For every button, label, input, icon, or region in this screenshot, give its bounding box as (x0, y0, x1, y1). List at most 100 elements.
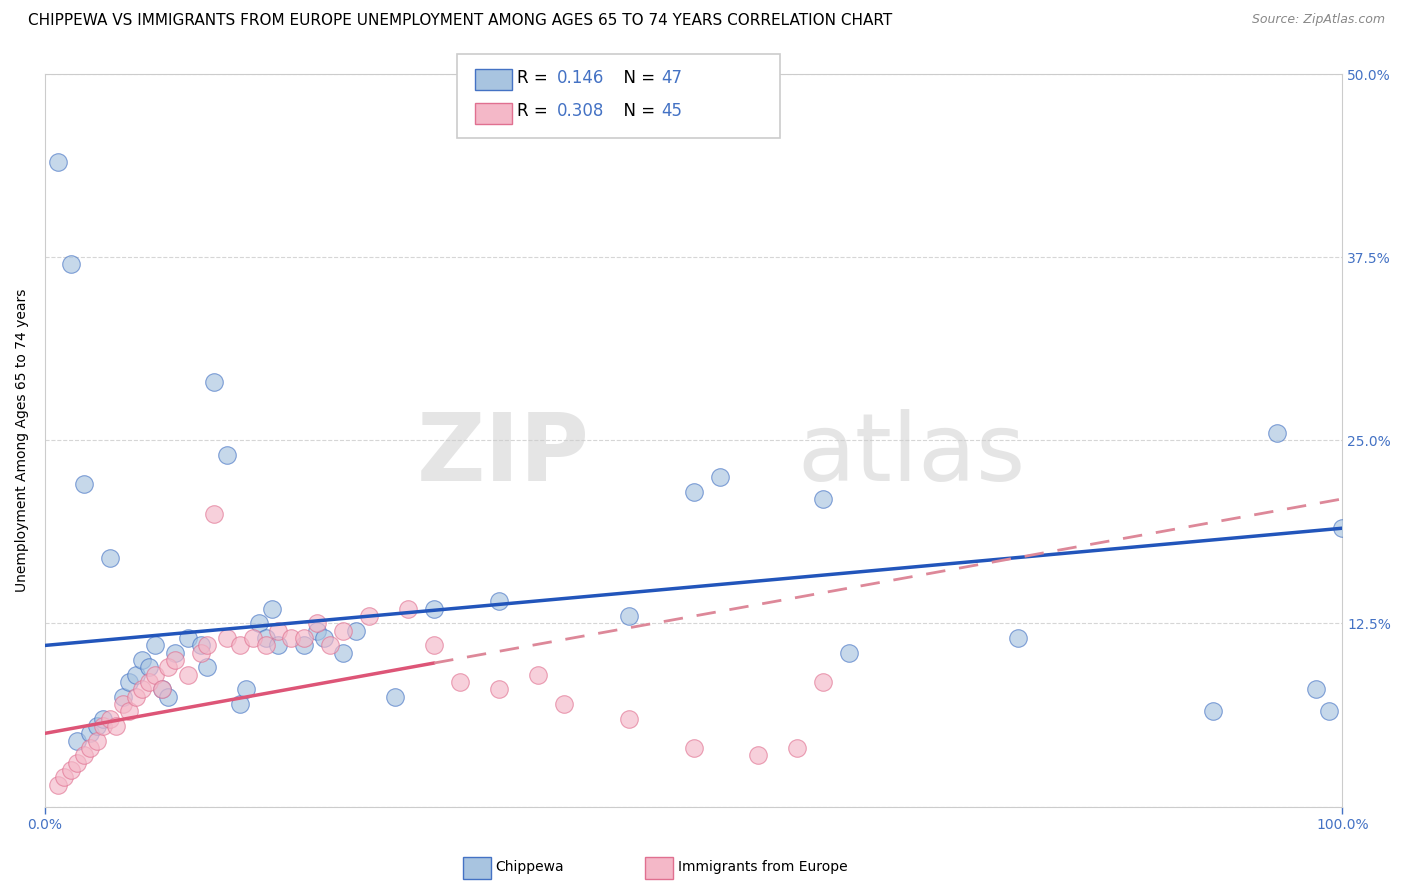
Point (176, 667, 198, 681)
Point (59, 258, 82, 272)
Text: 47: 47 (661, 69, 682, 87)
Point (163, 653, 186, 667)
Point (294, 639, 316, 653)
Point (66, 756, 89, 770)
Point (396, 602, 419, 616)
Point (786, 741, 808, 756)
Text: Chippewa: Chippewa (495, 860, 564, 874)
Point (553, 697, 575, 711)
Point (242, 631, 264, 645)
Point (228, 697, 250, 711)
Point (813, 675, 835, 690)
Point (125, 667, 148, 681)
Point (423, 602, 446, 616)
Point (747, 748, 769, 763)
Text: Immigrants from Europe: Immigrants from Europe (678, 860, 848, 874)
Point (682, 741, 704, 756)
Point (1305, 682, 1327, 697)
Text: 45: 45 (661, 103, 682, 120)
Point (527, 667, 550, 681)
Point (1267, 425, 1289, 440)
Text: atlas: atlas (797, 409, 1025, 501)
Point (344, 624, 367, 638)
Point (215, 448, 238, 462)
Point (93, 712, 115, 726)
Point (838, 646, 860, 660)
Point (46, 155, 69, 169)
Point (1331, 521, 1354, 535)
Point (488, 594, 510, 608)
Text: R =: R = (517, 103, 554, 120)
Point (138, 675, 160, 690)
Y-axis label: Unemployment Among Ages 65 to 74 years: Unemployment Among Ages 65 to 74 years (15, 289, 30, 592)
Point (143, 667, 166, 681)
Point (280, 631, 302, 645)
Point (125, 690, 148, 704)
Point (190, 639, 212, 653)
Point (228, 639, 250, 653)
Point (202, 507, 225, 521)
Point (86, 719, 108, 733)
Point (46, 778, 69, 792)
Point (267, 624, 290, 638)
Point (190, 646, 212, 660)
Point (79, 726, 101, 740)
Point (813, 491, 835, 506)
Point (384, 690, 406, 704)
Text: Source: ZipAtlas.com: Source: ZipAtlas.com (1251, 13, 1385, 27)
Point (294, 631, 316, 645)
Point (176, 631, 198, 645)
Point (118, 675, 141, 690)
Point (423, 639, 446, 653)
Point (215, 631, 238, 645)
Point (131, 682, 153, 697)
Point (150, 682, 173, 697)
Point (59, 763, 82, 777)
Point (53, 770, 76, 784)
Point (138, 660, 160, 674)
Point (195, 660, 218, 674)
Point (449, 675, 471, 690)
Point (254, 639, 277, 653)
Point (617, 609, 640, 624)
Text: N =: N = (613, 69, 661, 87)
Text: CHIPPEWA VS IMMIGRANTS FROM EUROPE UNEMPLOYMENT AMONG AGES 65 TO 74 YEARS CORREL: CHIPPEWA VS IMMIGRANTS FROM EUROPE UNEMP… (28, 13, 893, 29)
Point (307, 624, 329, 638)
Text: 0.308: 0.308 (557, 103, 605, 120)
Text: N =: N = (613, 103, 661, 120)
Point (143, 639, 166, 653)
Point (111, 697, 134, 711)
Point (93, 719, 115, 733)
Point (307, 616, 329, 631)
Point (111, 690, 134, 704)
Point (359, 609, 381, 624)
Point (332, 624, 354, 638)
Point (105, 719, 128, 733)
Point (488, 682, 510, 697)
Point (682, 484, 704, 499)
Point (254, 631, 277, 645)
Point (150, 682, 173, 697)
Point (319, 639, 342, 653)
Point (73, 477, 96, 491)
Text: R =: R = (517, 69, 554, 87)
Point (98, 712, 121, 726)
Point (131, 653, 153, 667)
Point (195, 639, 218, 653)
Point (86, 733, 108, 747)
Point (1007, 631, 1029, 645)
Point (73, 748, 96, 763)
Point (163, 646, 186, 660)
Point (157, 660, 180, 674)
Point (260, 602, 283, 616)
Point (617, 712, 640, 726)
Point (709, 470, 731, 484)
Point (312, 631, 335, 645)
Point (235, 682, 257, 697)
Point (118, 704, 141, 718)
Point (1201, 704, 1223, 718)
Point (66, 733, 89, 747)
Point (157, 690, 180, 704)
Point (332, 646, 354, 660)
Point (202, 375, 225, 389)
